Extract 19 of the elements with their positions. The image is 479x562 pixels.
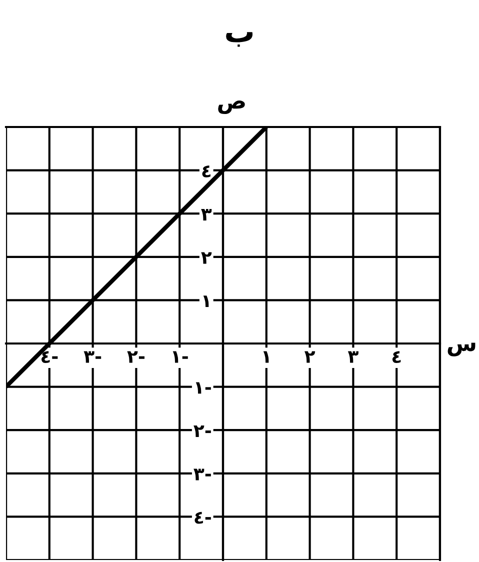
y-axis-title: ص: [218, 100, 245, 114]
x-tick-label: ٣-: [84, 351, 102, 363]
y-tick-label: ١: [203, 296, 209, 308]
y-tick-label: ٤: [202, 166, 210, 178]
y-tick-label: ٢: [201, 252, 212, 264]
chart-title: ب: [226, 32, 253, 47]
x-tick-label: ١-: [172, 351, 188, 363]
y-tick-label: ٤-: [194, 512, 211, 524]
y-tick-label: ٢-: [194, 425, 211, 437]
y-tick-label: ٣-: [194, 468, 211, 480]
x-tick-label: ٣: [348, 351, 358, 363]
x-tick-label: ٤: [392, 351, 401, 363]
x-tick-label: ٤-: [41, 351, 58, 363]
x-tick-label: ٢-: [127, 351, 144, 363]
y-tick-label: ٣: [201, 208, 212, 220]
y-tick-label: ١-: [196, 382, 211, 394]
x-tick-label: ١: [263, 351, 269, 363]
x-tick-label: ٢: [304, 351, 316, 363]
x-axis-title: س: [448, 342, 476, 356]
